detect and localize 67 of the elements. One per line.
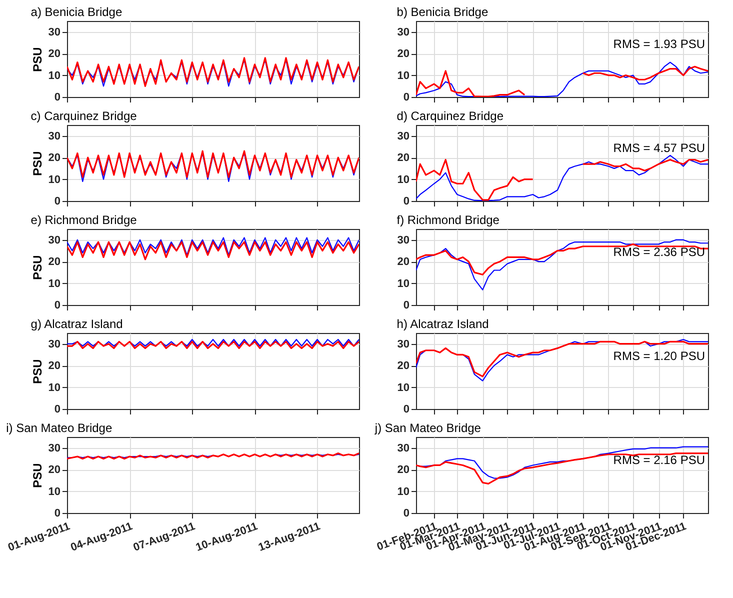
y-axis-title: PSU (30, 47, 44, 72)
y-tick-label: 20 (48, 464, 60, 476)
chart-title: a) Benicia Bridge (30, 5, 122, 19)
y-tick-label: 0 (403, 92, 410, 104)
y-tick-label: 10 (48, 174, 60, 186)
line-series (416, 239, 708, 290)
y-tick-label: 30 (397, 442, 410, 454)
chart-title: f) Richmond Bridge (396, 213, 500, 227)
annotation: RMS = 1.93 PSU (613, 36, 705, 51)
annotation: RMS = 2.16 PSU (613, 452, 705, 467)
y-tick-label: 10 (48, 278, 60, 290)
y-tick-label: 20 (397, 256, 410, 268)
y-tick-label: 0 (54, 508, 60, 520)
y-tick-label: 30 (397, 338, 410, 350)
y-tick-label: 10 (397, 278, 410, 290)
chart-title: j) San Mateo Bridge (374, 421, 482, 435)
y-tick-label: 10 (397, 382, 410, 394)
y-tick-label: 20 (48, 256, 60, 268)
annotation: RMS = 1.20 PSU (613, 348, 705, 363)
y-tick-label: 30 (48, 130, 60, 142)
y-tick-label: 10 (397, 70, 410, 82)
chart-title: e) Richmond Bridge (30, 213, 138, 227)
y-tick-label: 20 (397, 152, 410, 164)
y-axis-title: PSU (30, 151, 44, 176)
y-tick-label: 0 (54, 92, 60, 104)
chart-title: g) Alcatraz Island (30, 317, 123, 331)
y-tick-label: 0 (403, 196, 410, 208)
annotation: RMS = 4.57 PSU (613, 140, 705, 155)
y-tick-label: 10 (48, 486, 60, 498)
y-tick-label: 30 (48, 338, 60, 350)
y-axis-title: PSU (30, 463, 44, 488)
y-tick-label: 20 (397, 48, 410, 60)
y-tick-label: 0 (403, 300, 410, 312)
line-series (416, 452, 708, 484)
y-tick-label: 30 (48, 26, 60, 38)
chart-title: c) Carquinez Bridge (30, 109, 138, 123)
line-series (67, 340, 359, 349)
chart-title: i) San Mateo Bridge (6, 421, 112, 435)
y-axis-title: PSU (30, 255, 44, 280)
y-tick-label: 20 (397, 464, 410, 476)
y-tick-label: 0 (54, 196, 60, 208)
line-series (67, 241, 359, 260)
line-series (67, 150, 359, 178)
y-tick-label: 0 (403, 508, 410, 520)
y-tick-label: 30 (397, 130, 410, 142)
line-series (416, 243, 708, 276)
y-tick-label: 20 (48, 360, 60, 372)
y-tick-label: 20 (48, 48, 60, 60)
chart-title: h) Alcatraz Island (396, 317, 489, 331)
annotation: RMS = 2.36 PSU (613, 244, 705, 259)
y-tick-label: 30 (48, 234, 60, 246)
y-tick-label: 10 (48, 70, 60, 82)
y-tick-label: 20 (48, 152, 60, 164)
y-tick-label: 0 (403, 404, 410, 416)
y-tick-label: 30 (397, 234, 410, 246)
chart-title: b) Benicia Bridge (396, 5, 488, 19)
y-tick-label: 0 (54, 300, 60, 312)
y-tick-label: 10 (397, 174, 410, 186)
y-axis-title: PSU (30, 359, 44, 384)
y-tick-label: 10 (48, 382, 60, 394)
line-series (67, 237, 359, 256)
y-tick-label: 10 (397, 486, 410, 498)
chart-title: d) Carquinez Bridge (396, 109, 504, 123)
y-tick-label: 20 (397, 360, 410, 372)
y-tick-label: 0 (54, 404, 60, 416)
y-tick-label: 30 (48, 442, 60, 454)
y-tick-label: 30 (397, 26, 410, 38)
